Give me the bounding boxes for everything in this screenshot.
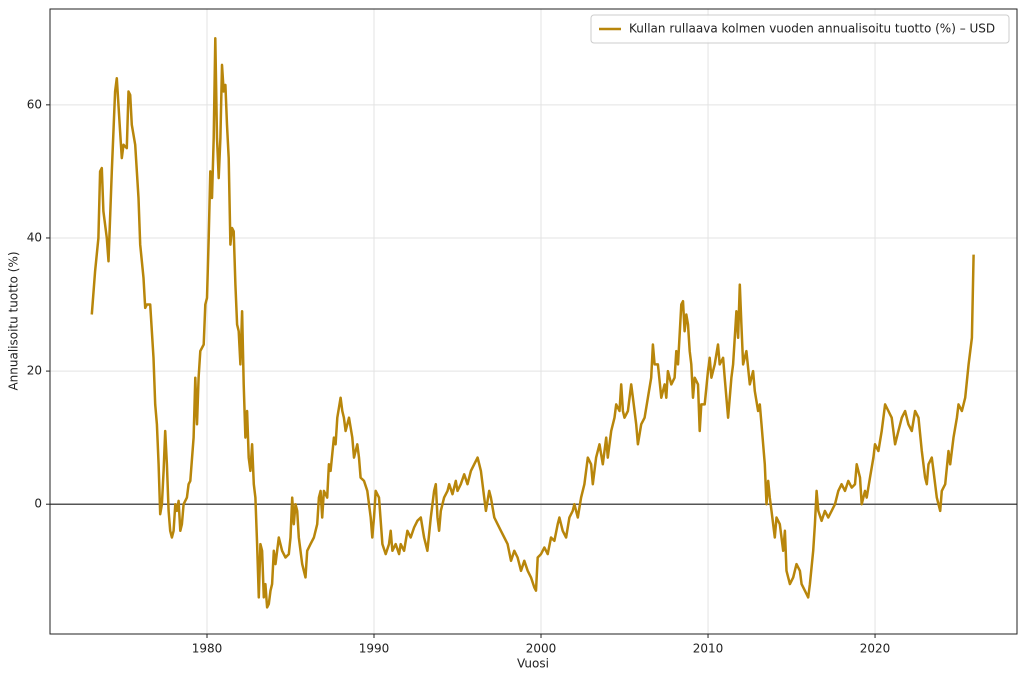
legend-box (590, 14, 1010, 44)
x-tick-label: 2010 (693, 642, 724, 656)
x-axis-label: Vuosi (517, 657, 549, 671)
y-tick-label: 60 (27, 97, 42, 111)
x-tick-label: 1980 (192, 642, 223, 656)
y-tick-label: 20 (27, 364, 42, 378)
y-tick-label: 0 (34, 497, 42, 511)
x-tick-label: 2020 (860, 642, 891, 656)
plot-frame (49, 8, 1018, 635)
data-line (90, 37, 975, 609)
legend-label: Kullan rullaava kolmen vuoden annualisoi… (629, 22, 995, 36)
y-tick-label: 40 (27, 230, 42, 244)
x-tick-label: 2000 (526, 642, 557, 656)
y-axis-label: Annualisoitu tuotto (%) (7, 251, 21, 390)
x-tick-label: 1990 (359, 642, 390, 656)
